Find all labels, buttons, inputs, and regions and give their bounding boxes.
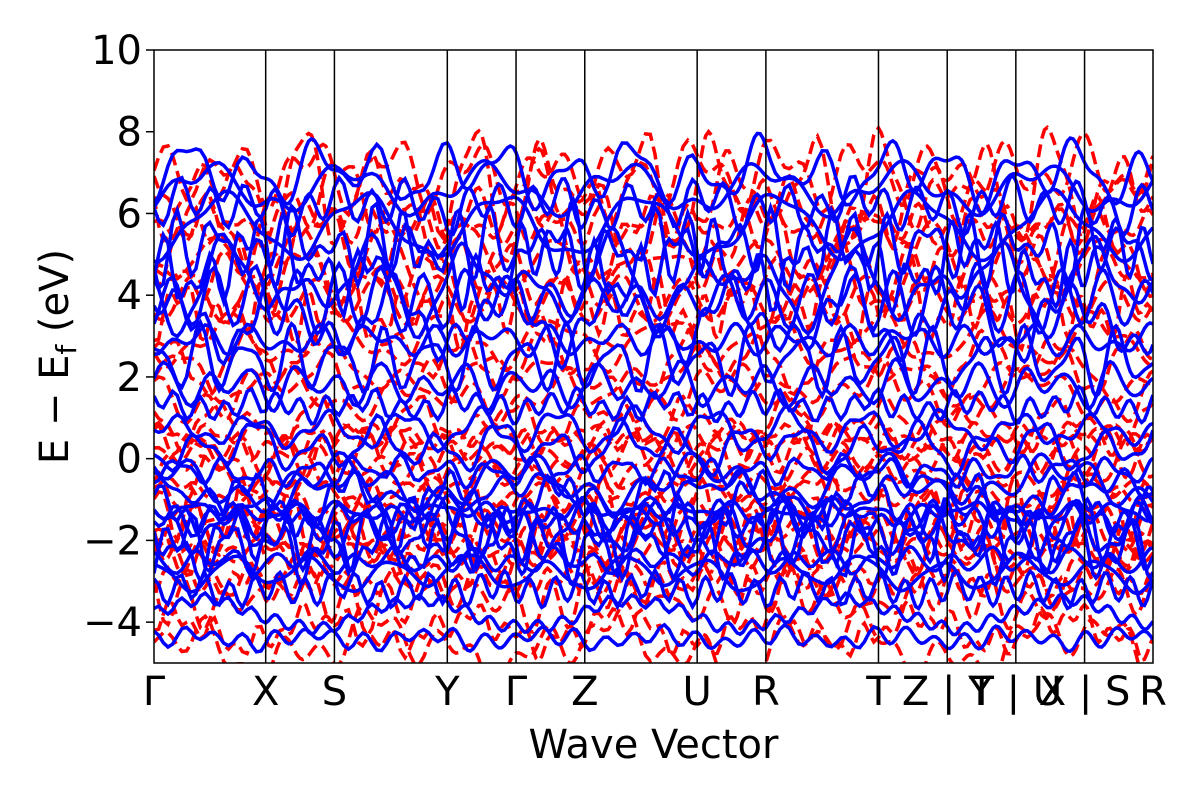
y-tick-label-6: 8 <box>117 110 142 156</box>
y-axis-label-main: E − E <box>32 355 78 465</box>
y-tick-label-7: 10 <box>91 28 142 74</box>
x-tick-label-1: X <box>252 669 279 715</box>
x-tick-label-2: S <box>322 669 347 715</box>
y-tick-label-0: −4 <box>83 600 142 646</box>
x-tick-label-10: T | U <box>969 669 1063 715</box>
x-tick-label-9: Z | Y <box>902 669 993 715</box>
bands-layer <box>154 124 1153 663</box>
x-axis-label: Wave Vector <box>529 722 780 768</box>
x-tick-label-11: X | S <box>1039 669 1131 715</box>
y-axis-ticks: −4 −2 0 2 4 6 8 10 <box>83 28 154 646</box>
y-tick-label-4: 4 <box>117 273 142 319</box>
y-axis-label-unit: (eV) <box>32 249 78 345</box>
plot-frame <box>153 49 1154 664</box>
kpoint-lines <box>264 50 1086 663</box>
x-tick-label-7: R <box>752 669 780 715</box>
x-tick-label-8: T <box>865 669 891 715</box>
y-tick-label-5: 6 <box>117 191 142 237</box>
x-tick-label-12: R <box>1139 669 1167 715</box>
y-axis-label: E − Ef (eV) <box>32 249 83 464</box>
x-tick-label-6: U <box>683 669 712 715</box>
x-tick-label-3: Y <box>434 669 460 715</box>
x-tick-label-4: Γ <box>505 669 528 715</box>
y-axis-label-subscript: f <box>50 344 83 355</box>
y-tick-label-2: 0 <box>117 437 142 483</box>
x-tick-label-0: Γ <box>143 669 166 715</box>
y-tick-label-3: 2 <box>117 355 142 401</box>
y-tick-label-1: −2 <box>83 518 142 564</box>
x-tick-label-5: Z <box>571 669 598 715</box>
